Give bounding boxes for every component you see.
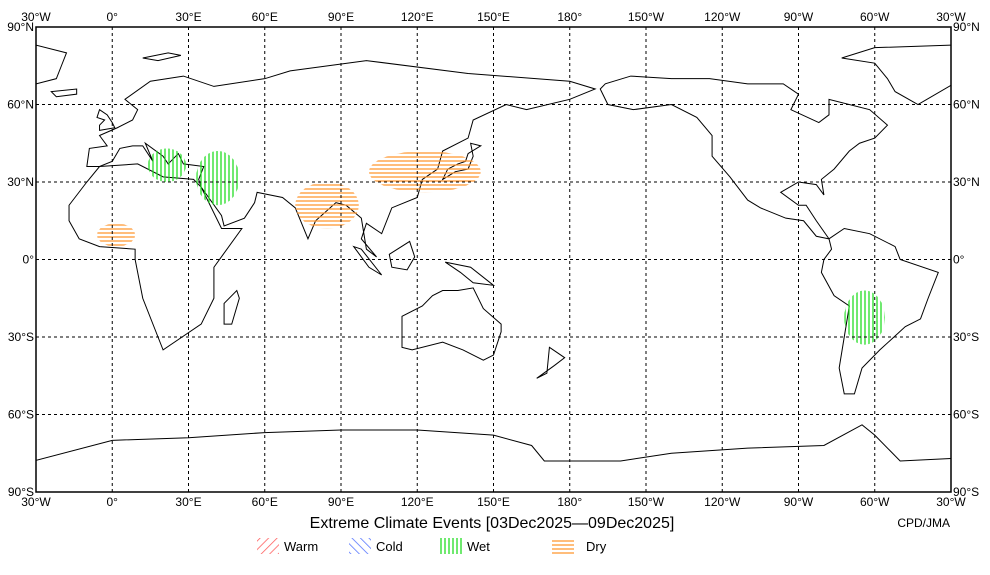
landmass-newzealand bbox=[536, 346, 566, 379]
lon-label: 30°W bbox=[21, 10, 51, 24]
landmass-greenlandW bbox=[841, 44, 951, 106]
landmass-uk bbox=[96, 108, 116, 131]
lat-label: 30°S bbox=[953, 330, 979, 344]
lon-label: 120°W bbox=[704, 495, 741, 509]
legend-swatch-wet bbox=[440, 538, 462, 554]
lat-label: 90°N bbox=[953, 20, 980, 34]
lon-label: 90°W bbox=[784, 10, 814, 24]
legend-label-warm: Warm bbox=[284, 539, 318, 554]
coastlines bbox=[36, 44, 951, 492]
event-wet-area bbox=[196, 151, 240, 206]
event-wet-area bbox=[147, 148, 186, 182]
lon-label: 150°W bbox=[628, 495, 665, 509]
lat-label: 90°S bbox=[953, 485, 979, 499]
landmass-sumatra bbox=[352, 245, 383, 276]
lon-label: 90°E bbox=[328, 495, 354, 509]
legend: Warm Cold Wet Dry bbox=[257, 538, 607, 554]
landmass-namerica bbox=[599, 75, 889, 240]
lat-label: 30°N bbox=[953, 175, 980, 189]
lat-label: 30°S bbox=[8, 330, 34, 344]
lat-label: 90°N bbox=[7, 20, 34, 34]
lon-label: 30°W bbox=[936, 495, 966, 509]
lon-label: 90°E bbox=[328, 10, 354, 24]
lon-label: 180° bbox=[557, 495, 582, 509]
lon-label: 150°E bbox=[477, 495, 510, 509]
landmass-australia bbox=[401, 287, 502, 361]
legend-label-cold: Cold bbox=[376, 539, 403, 554]
lat-label: 60°S bbox=[8, 408, 34, 422]
legend-label-wet: Wet bbox=[467, 539, 490, 554]
lon-label: 60°E bbox=[252, 10, 278, 24]
lon-label: 30°W bbox=[936, 10, 966, 24]
lat-label: 0° bbox=[953, 253, 965, 267]
lon-label: 30°E bbox=[175, 495, 201, 509]
lat-label: 60°N bbox=[7, 98, 34, 112]
legend-swatch-warm bbox=[257, 538, 279, 554]
lon-label: 60°W bbox=[860, 495, 890, 509]
event-dry-area bbox=[368, 151, 481, 193]
lon-label: 60°W bbox=[860, 10, 890, 24]
lon-label: 180° bbox=[557, 10, 582, 24]
event-dry-area bbox=[97, 223, 136, 247]
legend-label-dry: Dry bbox=[586, 539, 607, 554]
landmass-iceland bbox=[50, 88, 78, 98]
landmass-greenlandE bbox=[36, 44, 68, 85]
legend-swatch-cold bbox=[349, 538, 371, 554]
lon-label: 60°E bbox=[252, 495, 278, 509]
map-title: Extreme Climate Events [03Dec2025—09Dec2… bbox=[310, 515, 675, 532]
lon-label: 120°E bbox=[401, 495, 434, 509]
landmass-madagascar bbox=[223, 289, 240, 325]
lat-label: 60°N bbox=[953, 98, 980, 112]
graticule bbox=[36, 27, 951, 492]
credit: CPD/JMA bbox=[897, 516, 950, 530]
lon-label: 90°W bbox=[784, 495, 814, 509]
lat-label: 0° bbox=[23, 253, 35, 267]
map-frame bbox=[35, 26, 952, 493]
landmass-newguinea bbox=[444, 261, 496, 287]
lon-label: 30°E bbox=[175, 10, 201, 24]
lon-label: 150°E bbox=[477, 10, 510, 24]
lon-label: 120°W bbox=[704, 10, 741, 24]
event-dry-area bbox=[295, 182, 359, 229]
lon-label: 150°W bbox=[628, 10, 665, 24]
lat-label: 90°S bbox=[8, 485, 34, 499]
lon-label: 0° bbox=[107, 495, 119, 509]
axis-labels: 30°W 30°W 0° 0° 30°E 30°E 60°E 60°E 90°E 90°E 120°… bbox=[7, 10, 980, 509]
lat-label: 30°N bbox=[7, 175, 34, 189]
landmass-africa bbox=[68, 163, 243, 351]
lon-label: 0° bbox=[107, 10, 119, 24]
landmass-svalbard bbox=[142, 52, 181, 62]
lat-label: 60°S bbox=[953, 408, 979, 422]
lon-label: 120°E bbox=[401, 10, 434, 24]
legend-swatch-dry bbox=[552, 538, 574, 554]
lon-label: 30°W bbox=[21, 495, 51, 509]
landmass-borneo bbox=[388, 240, 416, 271]
